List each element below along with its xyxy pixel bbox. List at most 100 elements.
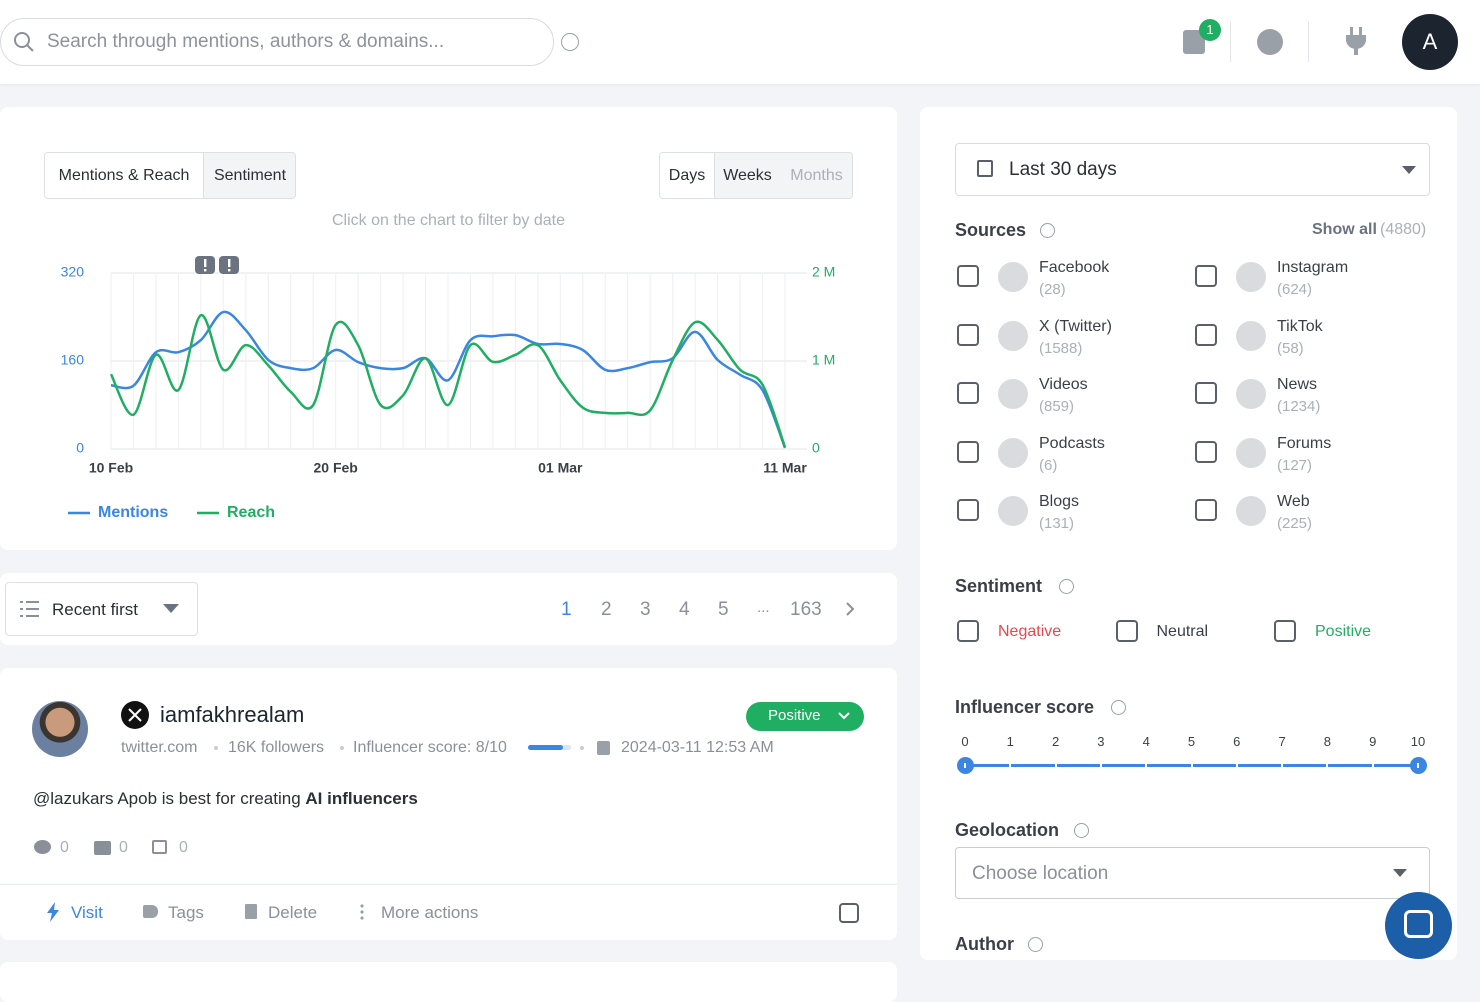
info-icon[interactable] [1074,823,1089,838]
source-checkbox[interactable] [957,499,979,522]
info-icon[interactable] [561,33,579,51]
text: @lazukars Apob is best for creating [33,789,301,808]
tab[interactable]: Mentions & Reach [45,153,204,198]
period-tab[interactable]: Months [780,153,852,198]
source-name: Videos [1039,376,1088,394]
source-icon [1236,437,1266,468]
chart-tabs: Mentions & Reach Sentiment [44,152,296,199]
avatar[interactable]: A [1402,14,1458,70]
tab[interactable]: Sentiment [204,153,295,198]
action-more[interactable]: More actions [381,903,479,922]
action-visit[interactable]: Visit [71,903,103,922]
action-delete[interactable]: Delete [268,903,318,922]
notifications-icon[interactable] [1183,30,1205,54]
source-checkbox[interactable] [1195,440,1217,463]
text-bold: AI influencers [305,789,418,808]
date: 2024-03-11 12:53 AM [621,739,774,756]
period-tabs: Days Weeks Months [659,152,853,199]
info-icon[interactable] [1040,223,1055,238]
y2-tick-label: 2 M [812,264,835,280]
page-number[interactable]: 163 [790,599,822,620]
page-number[interactable]: 3 [640,599,651,620]
scale-label: 3 [1097,734,1105,749]
sentiment-checkbox[interactable] [1274,620,1296,642]
info-icon[interactable] [1059,579,1074,594]
filters-card [920,107,1457,960]
comments-count: 0 [60,839,69,856]
sentiment-option: Neutral [1156,623,1209,640]
period-tab[interactable]: Days [660,153,715,198]
y-tick-label: 320 [61,264,85,280]
chart-hint: Click on the chart to filter by date [332,212,565,229]
source-checkbox[interactable] [1195,499,1217,522]
page-number[interactable]: 2 [601,599,612,620]
next-page[interactable] [845,602,855,616]
more-icon [360,904,364,920]
page-number[interactable]: 4 [679,599,690,620]
sort-label: Recent first [52,600,138,619]
show-all[interactable]: Show all [1312,221,1377,238]
annotation-glyph [204,269,207,272]
action-tags[interactable]: Tags [168,903,204,922]
section-title: Sources [955,220,1027,240]
source-checkbox[interactable] [1195,265,1217,287]
sort-icon [20,601,39,617]
source-checkbox[interactable] [957,382,979,405]
page-number[interactable]: 1 [561,599,572,620]
source-count: (859) [1039,398,1075,416]
source-checkbox[interactable] [1195,382,1217,405]
caret [1393,869,1407,877]
chart[interactable]: Mentions Reach 11 Mar 01 Mar 20 Feb 10 Feb 2 M… [0,107,897,550]
source-count: (225) [1277,515,1313,533]
domain[interactable]: twitter.com [121,739,198,756]
integrations-icon[interactable] [1343,27,1369,55]
source-count: (127) [1277,456,1313,474]
caret [163,604,179,613]
period-tab[interactable]: Weeks [715,153,780,198]
help-icon[interactable] [1257,29,1283,55]
scale-label: 1 [1006,734,1014,749]
sentiment-checkbox[interactable] [1115,620,1138,642]
comments-icon [34,840,51,854]
location-placeholder: Choose location [972,863,1109,884]
chat-launcher[interactable] [1385,892,1452,959]
caret [1402,166,1416,174]
delete-icon [245,904,257,919]
scale-label: 8 [1323,734,1331,749]
source-checkbox[interactable] [1195,323,1217,346]
scale-label: 10 [1410,734,1426,749]
select-checkbox[interactable] [839,903,859,923]
source-count: (1234) [1277,398,1321,416]
source-name: News [1277,376,1318,394]
x-tick-label: 10 Feb [89,460,133,476]
scale-label: 2 [1051,734,1060,749]
divider [1230,22,1231,62]
x-tick-label: 20 Feb [313,460,357,476]
location-select[interactable] [955,847,1430,899]
annotation-glyph [228,259,231,267]
x-tick-label: 01 Mar [538,460,583,476]
source-count: (624) [1277,281,1313,298]
author-avatar [32,701,88,757]
info-icon[interactable] [1111,700,1126,715]
page-ellipsis: ... [757,599,770,616]
source-checkbox[interactable] [957,265,979,287]
section-title: Sentiment [955,576,1043,596]
author-name[interactable]: iamfakhrealam [160,702,305,727]
info-icon[interactable] [1028,937,1043,952]
search-box[interactable] [0,18,554,66]
annotation-markers[interactable] [195,256,239,274]
scale-tick [1054,763,1057,768]
scale-tick [1190,763,1193,768]
source-checkbox[interactable] [957,440,979,463]
date-range-select[interactable] [955,143,1430,196]
next-mention-card [0,962,897,1002]
page-number[interactable]: 5 [718,599,729,620]
search-icon [14,32,34,52]
sentiment-checkbox[interactable] [957,620,979,642]
scale-label: 6 [1233,734,1241,749]
source-checkbox[interactable] [957,323,979,346]
tags-icon [143,905,158,918]
show-all-count: (4880) [1380,221,1427,238]
